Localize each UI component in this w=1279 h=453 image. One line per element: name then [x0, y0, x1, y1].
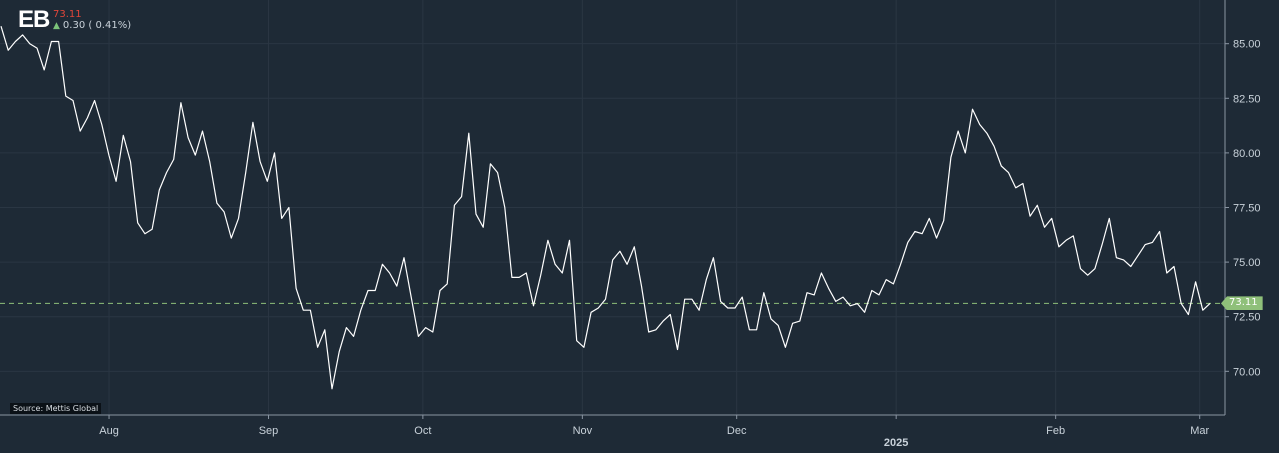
last-price-tag: 73.11	[1221, 296, 1263, 311]
y-axis-ticks: 70.00 72.50 75.00 77.50 80.00 82.50 85.00	[1225, 39, 1261, 378]
y-tick-label: 85.00	[1233, 39, 1261, 51]
y-tick-label: 80.00	[1233, 148, 1261, 160]
y-tick-label: 82.50	[1233, 93, 1261, 105]
y-tick-label: 75.00	[1233, 257, 1261, 269]
price-series-line[interactable]	[0, 26, 1211, 390]
x-tick-label: Sep	[259, 425, 279, 437]
x-tick-label: Aug	[99, 425, 119, 437]
ticker-symbol: EB	[18, 6, 50, 33]
price-change-text: 0.30 ( 0.41%)	[62, 20, 132, 31]
x-tick-label: Nov	[573, 425, 593, 437]
x-tick-label: Feb	[1046, 425, 1065, 437]
price-change: ▲ 0.30 ( 0.41%)	[53, 20, 131, 31]
year-label: 2025	[884, 437, 908, 449]
arrow-up-icon: ▲	[53, 20, 60, 31]
y-tick-label: 72.50	[1233, 312, 1261, 324]
x-tick-label: Oct	[414, 425, 431, 437]
x-tick-label: Mar	[1190, 425, 1209, 437]
chart-grid	[0, 0, 1225, 415]
x-axis-ticks: Aug Sep Oct Nov Dec Feb Mar 2025	[99, 415, 1210, 449]
y-tick-label: 70.00	[1233, 366, 1261, 378]
source-label: Source: Mettis Global	[10, 403, 102, 414]
x-tick-label: Dec	[727, 425, 747, 437]
last-price: 73.11	[53, 9, 82, 20]
y-tick-label: 77.50	[1233, 203, 1261, 215]
